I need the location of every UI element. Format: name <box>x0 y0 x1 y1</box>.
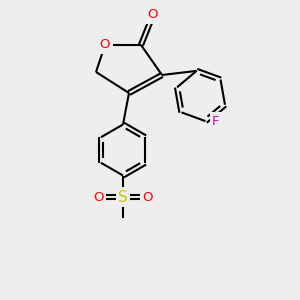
Text: S: S <box>118 190 128 205</box>
Text: O: O <box>93 190 103 204</box>
Text: O: O <box>143 190 153 204</box>
Text: F: F <box>212 115 220 128</box>
Text: O: O <box>100 38 110 52</box>
Text: O: O <box>148 8 158 22</box>
